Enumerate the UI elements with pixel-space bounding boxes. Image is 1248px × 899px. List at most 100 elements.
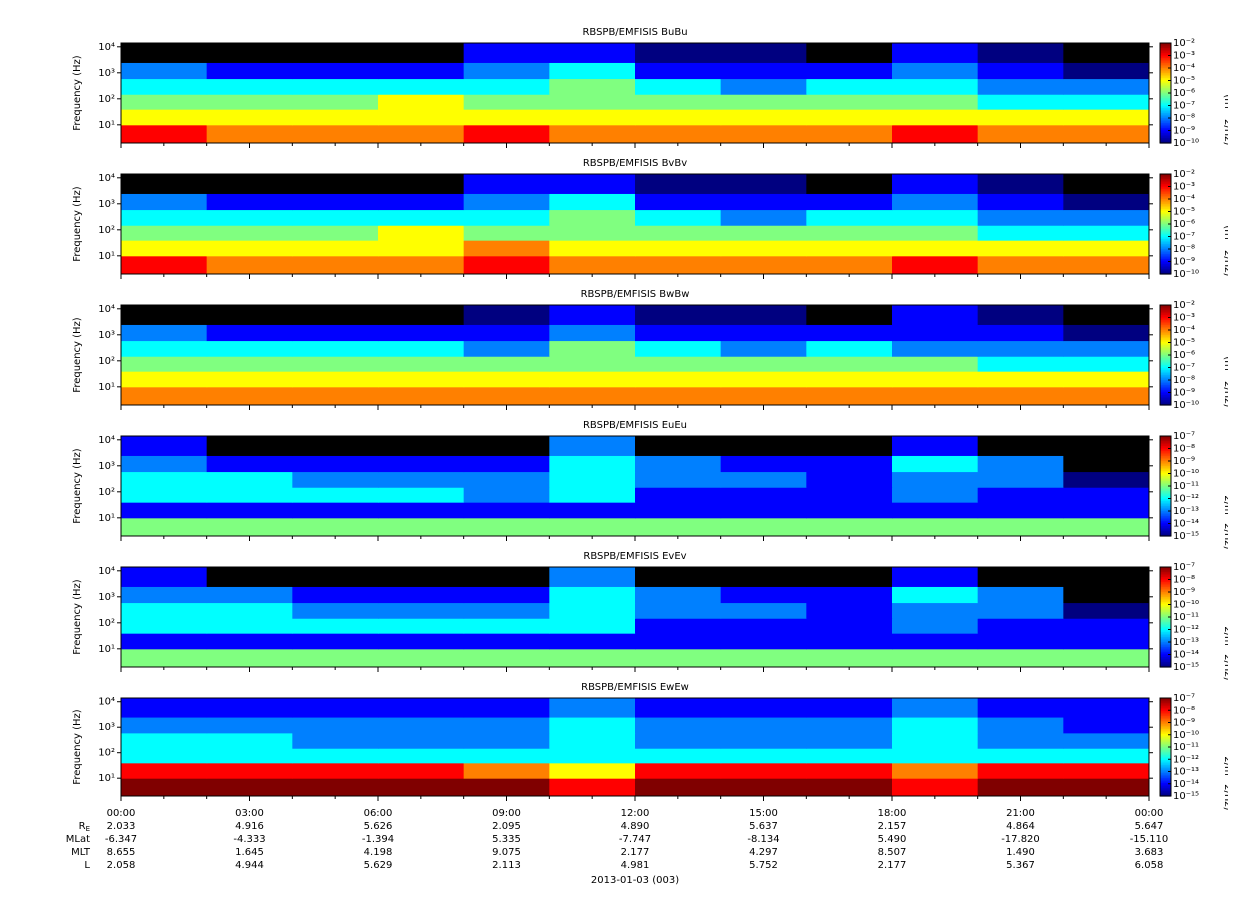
- spectrogram-cell: [635, 762, 722, 779]
- colorbar-step: [1160, 202, 1171, 205]
- colorbar-step: [1160, 507, 1171, 510]
- colorbar-step: [1160, 647, 1171, 650]
- colorbar-tick-label: 10⁻¹¹: [1173, 481, 1199, 492]
- colorbar-step: [1160, 328, 1171, 331]
- colorbar-tick-label: 10⁻⁹: [1173, 388, 1195, 399]
- spectrogram-cell: [121, 762, 208, 779]
- spectrogram-cell: [635, 225, 722, 241]
- colorbar-step: [1160, 116, 1171, 119]
- spectrogram-cell: [1063, 340, 1150, 357]
- spectrogram-cell: [206, 193, 293, 211]
- colorbar-step: [1160, 704, 1171, 707]
- spectrogram-cell: [463, 62, 550, 80]
- colorbar-step: [1160, 187, 1171, 190]
- colorbar-tick-label: 10⁻³: [1173, 182, 1195, 193]
- spectrogram-cell: [292, 356, 379, 372]
- colorbar-step: [1160, 204, 1171, 207]
- spectrogram-cell: [463, 471, 550, 488]
- y-tick-label: 10³: [98, 461, 115, 472]
- ephemeris-value: 4.944: [235, 860, 264, 871]
- colorbar-step: [1160, 63, 1171, 66]
- spectrogram-cell: [977, 225, 1064, 241]
- spectrogram-cell: [378, 762, 465, 779]
- y-tick-label: 10⁴: [98, 566, 115, 577]
- colorbar-step: [1160, 657, 1171, 660]
- colorbar-step: [1160, 355, 1171, 358]
- colorbar-step: [1160, 185, 1171, 188]
- colorbar-step: [1160, 305, 1171, 308]
- colorbar-tick-label: 10⁻⁵: [1173, 207, 1195, 218]
- spectrogram-cell: [206, 762, 293, 779]
- colorbar-tick-label: 10⁻¹²: [1173, 625, 1199, 636]
- colorbar-step: [1160, 242, 1171, 245]
- spectrogram-cell: [720, 324, 807, 342]
- ephemeris-value: 2.177: [878, 860, 907, 871]
- spectrogram-cell: [292, 586, 379, 604]
- spectrogram-cell: [463, 748, 550, 764]
- y-tick-label: 10⁴: [98, 42, 115, 53]
- colorbar-step: [1160, 662, 1171, 665]
- colorbar-tick-label: 10⁻⁹: [1173, 257, 1195, 268]
- spectrogram-cell: [549, 43, 636, 63]
- spectrogram-cell: [806, 255, 893, 275]
- spectrogram-cell: [206, 732, 293, 749]
- spectrogram-cell: [977, 240, 1064, 257]
- spectrogram-cell: [206, 43, 293, 63]
- spectrogram-cell: [206, 698, 293, 718]
- spectrogram-cell: [1063, 471, 1150, 488]
- spectrogram-cell: [806, 618, 893, 634]
- spectrogram-cell: [292, 633, 379, 650]
- spectrogram-cell: [378, 305, 465, 325]
- spectrogram-cell: [720, 193, 807, 211]
- colorbar-step: [1160, 257, 1171, 260]
- colorbar-step: [1160, 244, 1171, 247]
- colorbar-tick-label: 10⁻³: [1173, 51, 1195, 62]
- spectrogram-cell: [463, 762, 550, 779]
- spectrogram-cell: [121, 648, 208, 668]
- colorbar-tick-label: 10⁻⁹: [1173, 718, 1195, 729]
- spectrogram-cell: [378, 94, 465, 110]
- colorbar-step: [1160, 791, 1171, 794]
- ephemeris-value: -4.333: [233, 834, 265, 845]
- spectrogram-cell: [1063, 648, 1150, 668]
- spectrogram-cell: [549, 567, 636, 587]
- colorbar-step: [1160, 108, 1171, 111]
- spectrogram-cell: [121, 698, 208, 718]
- spectrogram-cell: [121, 324, 208, 342]
- colorbar-step: [1160, 265, 1171, 268]
- colorbar-step: [1160, 729, 1171, 732]
- colorbar-tick-label: 10⁻¹⁵: [1173, 531, 1199, 542]
- spectrogram-cell: [720, 586, 807, 604]
- colorbar-step: [1160, 189, 1171, 192]
- colorbar-step: [1160, 698, 1171, 701]
- spectrogram-cell: [121, 356, 208, 372]
- colorbar-tick-label: 10⁻⁷: [1173, 693, 1195, 704]
- x-tick-label: 12:00: [621, 808, 650, 819]
- x-tick-label: 00:00: [1135, 808, 1164, 819]
- spectrogram-cell: [806, 748, 893, 764]
- spectrogram-cell: [892, 602, 979, 619]
- y-tick-label: 10¹: [98, 513, 115, 524]
- spectrogram-cell: [806, 386, 893, 406]
- colorbar-step: [1160, 123, 1171, 126]
- colorbar-step: [1160, 472, 1171, 475]
- colorbar-step: [1160, 578, 1171, 581]
- spectrogram-cell: [1063, 633, 1150, 650]
- spectrogram-cell: [806, 340, 893, 357]
- colorbar-step: [1160, 247, 1171, 250]
- colorbar-step: [1160, 735, 1171, 738]
- spectrogram-cell: [292, 778, 379, 797]
- spectrogram-cell: [549, 762, 636, 779]
- colorbar-step: [1160, 356, 1171, 359]
- spectrogram-cell: [635, 62, 722, 80]
- spectrogram-cell: [206, 455, 293, 473]
- colorbar-step: [1160, 598, 1171, 601]
- colorbar-tick-label: 10⁻³: [1173, 313, 1195, 324]
- colorbar-step: [1160, 702, 1171, 706]
- colorbar-step: [1160, 180, 1171, 183]
- spectrogram-cell: [892, 255, 979, 275]
- colorbar-step: [1160, 318, 1171, 321]
- colorbar-step: [1160, 665, 1171, 668]
- colorbar-step: [1160, 454, 1171, 457]
- spectrogram-cell: [720, 732, 807, 749]
